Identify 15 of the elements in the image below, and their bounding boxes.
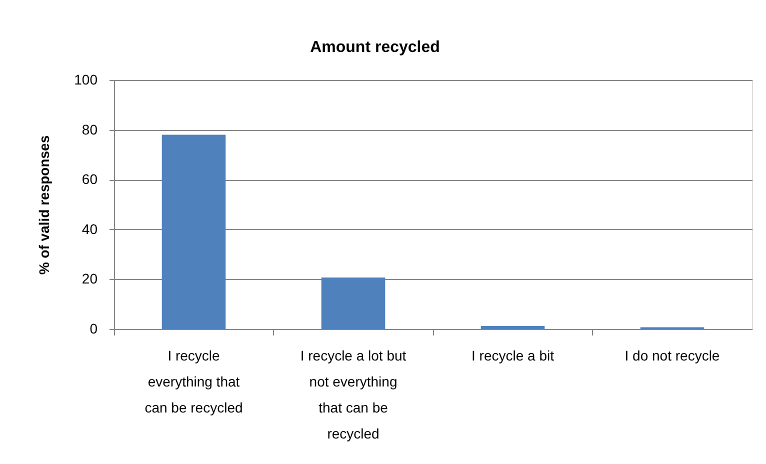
x-tick-label: I recycle everything that can be recycled <box>144 348 243 416</box>
y-axis-title: % of valid responses <box>36 135 52 275</box>
bar <box>321 277 386 329</box>
chart-title: Amount recycled <box>310 39 440 56</box>
y-tick-label: 20 <box>82 270 98 287</box>
y-tick-label: 60 <box>82 171 98 188</box>
y-tick-label: 80 <box>82 121 98 138</box>
x-tick-label: I recycle a lot but not everything that can be recycled <box>300 348 406 442</box>
x-tick-label: I recycle a bit <box>472 348 554 364</box>
y-tick-label: 40 <box>82 220 98 237</box>
y-tick-label: 0 <box>90 320 98 336</box>
bar <box>480 326 545 329</box>
x-tick-label: I do not recycle <box>624 348 720 364</box>
y-tick-label: 100 <box>74 72 98 88</box>
bar <box>162 134 226 329</box>
